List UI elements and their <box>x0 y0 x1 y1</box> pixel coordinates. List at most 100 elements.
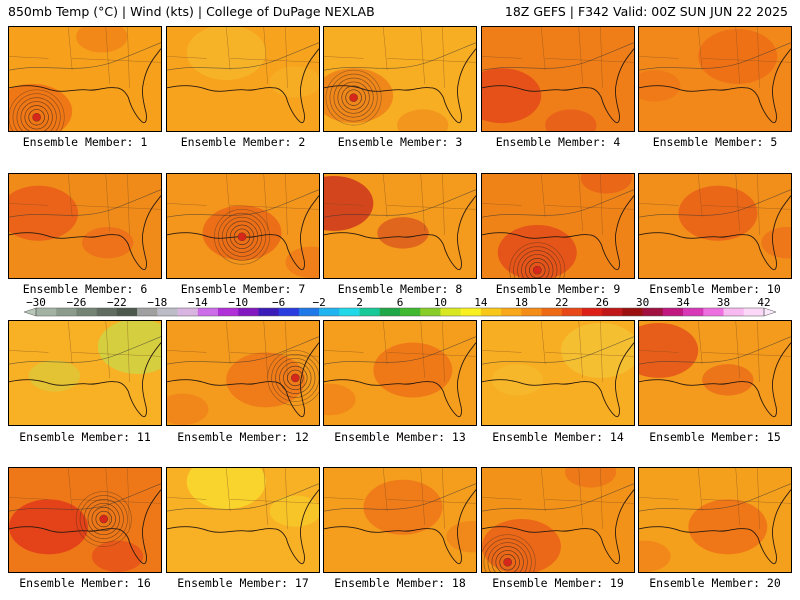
temperature-anomaly <box>688 499 768 555</box>
wind-contour <box>324 336 476 365</box>
colorbar-swatch <box>602 308 623 316</box>
colorbar-swatch <box>379 308 401 316</box>
colorbar-swatch <box>116 308 138 316</box>
state-borders <box>639 321 791 382</box>
state-borders <box>482 321 634 382</box>
ensemble-member-label: Ensemble Member: 3 <box>337 135 463 149</box>
temperature-map <box>639 468 791 572</box>
wind-contour <box>639 42 791 71</box>
colorbar-tick-label: −26 <box>67 296 87 309</box>
colorbar-outline <box>35 307 765 317</box>
low-pressure-contour <box>513 246 562 278</box>
low-pressure-center <box>349 93 358 102</box>
colorbar-tick-label: 22 <box>555 296 568 309</box>
state-borders <box>9 174 161 235</box>
temperature-anomaly <box>97 321 161 374</box>
temperature-anomaly <box>285 246 319 278</box>
coastline <box>9 342 161 418</box>
ensemble-member-panel <box>166 26 320 132</box>
temperature-anomaly <box>324 175 374 231</box>
wind-contour <box>9 42 161 71</box>
coastline <box>324 342 476 418</box>
ensemble-member-label: Ensemble Member: 18 <box>334 576 466 590</box>
wind-contour <box>167 42 319 71</box>
coastline <box>482 48 634 124</box>
low-pressure-contour <box>16 97 57 131</box>
coastline <box>9 48 161 124</box>
low-pressure-contour <box>499 553 516 571</box>
ensemble-member-label: Ensemble Member: 6 <box>22 282 148 296</box>
colorbar-swatch <box>76 308 97 316</box>
colorbar-swatch <box>359 308 381 316</box>
colorbar-swatch <box>238 308 259 316</box>
wind-contour <box>324 189 476 218</box>
coastline <box>167 195 319 271</box>
state-borders <box>167 468 319 529</box>
colorbar-swatch <box>197 308 219 316</box>
ensemble-member-panel <box>8 173 162 279</box>
temperature-map <box>482 27 634 131</box>
temperature-anomaly <box>497 225 577 278</box>
low-pressure-center <box>503 558 512 567</box>
colorbar-tick-label: 14 <box>474 296 488 309</box>
low-pressure-contour <box>483 538 532 572</box>
ensemble-member-panel <box>323 26 477 132</box>
coastline <box>9 489 161 565</box>
coastline <box>482 489 634 565</box>
temperature-anomaly <box>482 68 542 124</box>
colorbar-swatch <box>743 308 765 316</box>
temperature-anomaly <box>91 540 144 572</box>
colorbar-swatch <box>480 308 502 316</box>
temperature-anomaly <box>324 383 356 416</box>
colorbar-tick-label: −2 <box>312 296 325 309</box>
state-borders <box>324 174 476 235</box>
temperature-colorbar: −30 −26 −22 −18 −14 −10 −6 −2 2 6 10 14 18 22 26 30 34 38… <box>23 296 777 317</box>
state-borders <box>482 27 634 88</box>
low-pressure-contour <box>529 261 546 278</box>
ensemble-member-label: Ensemble Member: 5 <box>652 135 778 149</box>
wind-contour <box>9 483 161 512</box>
temperature-anomaly <box>82 226 134 259</box>
coastline <box>639 195 791 271</box>
low-pressure-contour <box>341 85 366 110</box>
low-pressure-contour <box>267 350 319 406</box>
temperature-anomaly <box>702 364 754 396</box>
wind-contour <box>482 336 634 365</box>
temperature-map <box>324 321 476 425</box>
valid-time: 18Z GEFS | F342 Valid: 00Z SUN JUN 22 20… <box>504 4 788 19</box>
temperature-anomaly <box>397 109 449 131</box>
ensemble-member-label: Ensemble Member: 19 <box>492 576 624 590</box>
ensemble-member-label: Ensemble Member: 7 <box>180 282 306 296</box>
colorbar-swatch <box>258 308 279 316</box>
colorbar-swatch <box>582 308 603 316</box>
colorbar-swatch <box>501 308 522 316</box>
colorbar-min-arrow <box>23 307 37 317</box>
temperature-map <box>167 27 319 131</box>
ensemble-member-label: Ensemble Member: 15 <box>649 430 781 444</box>
low-pressure-contour <box>233 228 251 245</box>
low-pressure-center <box>533 266 542 275</box>
low-pressure-contour <box>287 369 304 387</box>
colorbar-swatch <box>319 308 340 316</box>
low-pressure-contour <box>275 357 316 398</box>
wind-contour <box>167 483 319 512</box>
ensemble-member-panel <box>323 320 477 426</box>
low-pressure-contour <box>525 258 550 278</box>
temperature-anomaly <box>373 342 453 398</box>
temperature-anomaly <box>491 364 544 396</box>
state-borders <box>9 27 161 88</box>
wind-contour <box>482 42 634 71</box>
colorbar-max-arrow <box>763 307 777 317</box>
ensemble-member-label: Ensemble Member: 4 <box>495 135 621 149</box>
ensemble-member-panel <box>638 26 792 132</box>
colorbar-swatch <box>157 308 178 316</box>
wind-contour <box>639 336 791 365</box>
low-pressure-contour <box>225 220 259 253</box>
temperature-map <box>639 174 791 278</box>
colorbar-swatch <box>137 308 158 316</box>
low-pressure-contour <box>491 546 524 572</box>
map-title: 850mb Temp (°C) | Wind (kts) | College o… <box>8 4 375 19</box>
state-borders <box>639 174 791 235</box>
wind-contour <box>639 189 791 218</box>
low-pressure-center <box>99 515 108 523</box>
